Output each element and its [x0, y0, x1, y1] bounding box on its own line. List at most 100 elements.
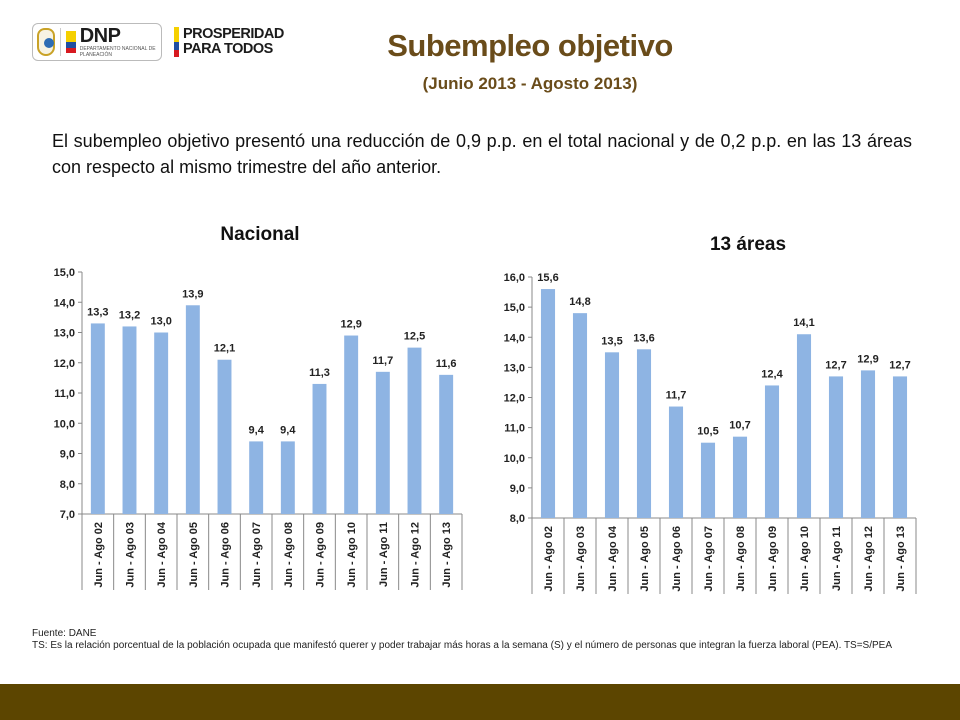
x-tick-label: Jun - Ago 09: [315, 522, 327, 588]
x-tick-label: Jun - Ago 13: [441, 522, 453, 588]
x-tick-label: Jun - Ago 06: [220, 522, 232, 588]
header-logos: DNP DEPARTAMENTO NACIONAL DE PLANEACIÓN …: [32, 22, 284, 62]
data-label: 11,7: [666, 390, 687, 402]
x-tick-label: Jun - Ago 08: [735, 526, 747, 592]
dnp-logo-text: DNP: [79, 25, 121, 47]
y-tick-label: 8,0: [60, 479, 75, 491]
x-tick-label: Jun - Ago 08: [283, 522, 295, 588]
bar: [312, 383, 327, 514]
data-label: 13,3: [87, 306, 108, 318]
y-tick-label: 14,0: [504, 332, 525, 344]
x-tick-label: Jun - Ago 03: [575, 526, 587, 592]
bar: [700, 442, 716, 518]
bar: [892, 376, 908, 518]
bar: [154, 332, 169, 514]
x-tick-label: Jun - Ago 10: [346, 522, 358, 588]
data-label: 15,6: [537, 272, 558, 284]
data-label: 12,7: [825, 359, 846, 371]
x-tick-label: Jun - Ago 04: [156, 521, 168, 587]
chart-title-nacional: Nacional: [220, 224, 300, 245]
data-label: 11,3: [309, 367, 330, 379]
data-label: 9,4: [280, 424, 296, 436]
bar: [668, 406, 684, 518]
x-tick-label: Jun - Ago 11: [378, 522, 390, 587]
y-tick-label: 10,0: [504, 453, 525, 465]
page-subtitle: (Junio 2013 - Agosto 2013): [422, 74, 638, 93]
data-label: 14,1: [793, 317, 814, 329]
dnp-logo-subtext: DEPARTAMENTO NACIONAL DE PLANEACIÓN: [79, 46, 156, 58]
bottom-bar: [0, 684, 960, 720]
y-tick-label: 9,0: [60, 449, 75, 461]
bar: [636, 349, 652, 518]
data-label: 9,4: [249, 424, 265, 436]
y-tick-label: 10,0: [54, 418, 75, 430]
x-tick-label: Jun - Ago 02: [93, 522, 105, 588]
logo-divider: [60, 28, 61, 56]
x-tick-label: Jun - Ago 11: [831, 526, 843, 591]
data-label: 13,0: [150, 316, 171, 328]
footer-source: Fuente: DANE: [32, 628, 97, 639]
x-tick-label: Jun - Ago 06: [671, 526, 683, 592]
bar: [375, 371, 390, 514]
data-label: 12,4: [761, 368, 783, 380]
x-tick-label: Jun - Ago 13: [895, 526, 907, 592]
bar: [732, 436, 748, 518]
bar: [604, 352, 620, 518]
bar: [280, 441, 295, 514]
y-tick-label: 13,0: [54, 328, 75, 340]
y-tick-label: 14,0: [54, 297, 75, 309]
x-tick-label: Jun - Ago 05: [639, 526, 651, 592]
data-label: 13,9: [182, 288, 203, 300]
y-tick-label: 8,0: [510, 513, 525, 525]
slogan-line-2: PARA TODOS: [183, 41, 273, 57]
x-tick-label: Jun - Ago 12: [410, 522, 422, 588]
colombia-flag-icon: [65, 31, 76, 53]
page-title: Subempleo objetivo: [387, 28, 673, 63]
y-tick-label: 12,0: [504, 393, 525, 405]
bar: [90, 323, 105, 514]
prosperidad-logo: PROSPERIDAD PARA TODOS: [174, 23, 284, 61]
x-tick-label: Jun - Ago 07: [251, 522, 263, 588]
chart-title-13-areas: 13 áreas: [709, 234, 787, 255]
x-tick-label: Jun - Ago 10: [799, 526, 811, 592]
data-label: 11,6: [436, 358, 457, 370]
slogan-line-1: PROSPERIDAD: [183, 26, 284, 42]
x-tick-label: Jun - Ago 04: [607, 525, 619, 591]
x-tick-label: Jun - Ago 03: [125, 522, 137, 588]
data-label: 10,5: [697, 426, 718, 438]
x-tick-label: Jun - Ago 05: [188, 522, 200, 588]
y-tick-label: 16,0: [504, 272, 525, 284]
bar: [344, 335, 359, 514]
dnp-logo: DNP DEPARTAMENTO NACIONAL DE PLANEACIÓN: [32, 23, 162, 61]
bar: [828, 376, 844, 518]
data-label: 12,7: [889, 359, 910, 371]
footer-note: TS: Es la relación porcentual de la pobl…: [32, 640, 893, 651]
y-tick-label: 15,0: [504, 302, 525, 314]
data-label: 12,5: [404, 331, 425, 343]
x-tick-label: Jun - Ago 12: [863, 526, 875, 592]
bar: [407, 347, 422, 514]
data-label: 11,7: [372, 355, 393, 367]
y-tick-label: 12,0: [54, 358, 75, 370]
bar: [860, 370, 876, 518]
y-tick-label: 13,0: [504, 362, 525, 374]
bar: [249, 441, 264, 514]
bar: [122, 326, 137, 514]
bar: [796, 334, 812, 518]
y-tick-label: 11,0: [504, 423, 525, 435]
x-tick-label: Jun - Ago 02: [543, 526, 555, 592]
y-tick-label: 15,0: [54, 267, 75, 279]
data-label: 12,9: [340, 319, 361, 331]
data-label: 14,8: [569, 296, 590, 308]
y-tick-label: 9,0: [510, 483, 525, 495]
footer-notes: Fuente: DANE TS: Es la relación porcentu…: [32, 628, 912, 652]
description-text: El subempleo objetivo presentó una reduc…: [52, 131, 912, 177]
bar: [217, 359, 232, 514]
coat-of-arms-icon: [37, 28, 56, 56]
data-label: 10,7: [729, 420, 750, 432]
bar: [572, 313, 588, 518]
data-label: 12,9: [857, 353, 878, 365]
y-tick-label: 11,0: [54, 388, 75, 400]
bar: [185, 305, 200, 514]
